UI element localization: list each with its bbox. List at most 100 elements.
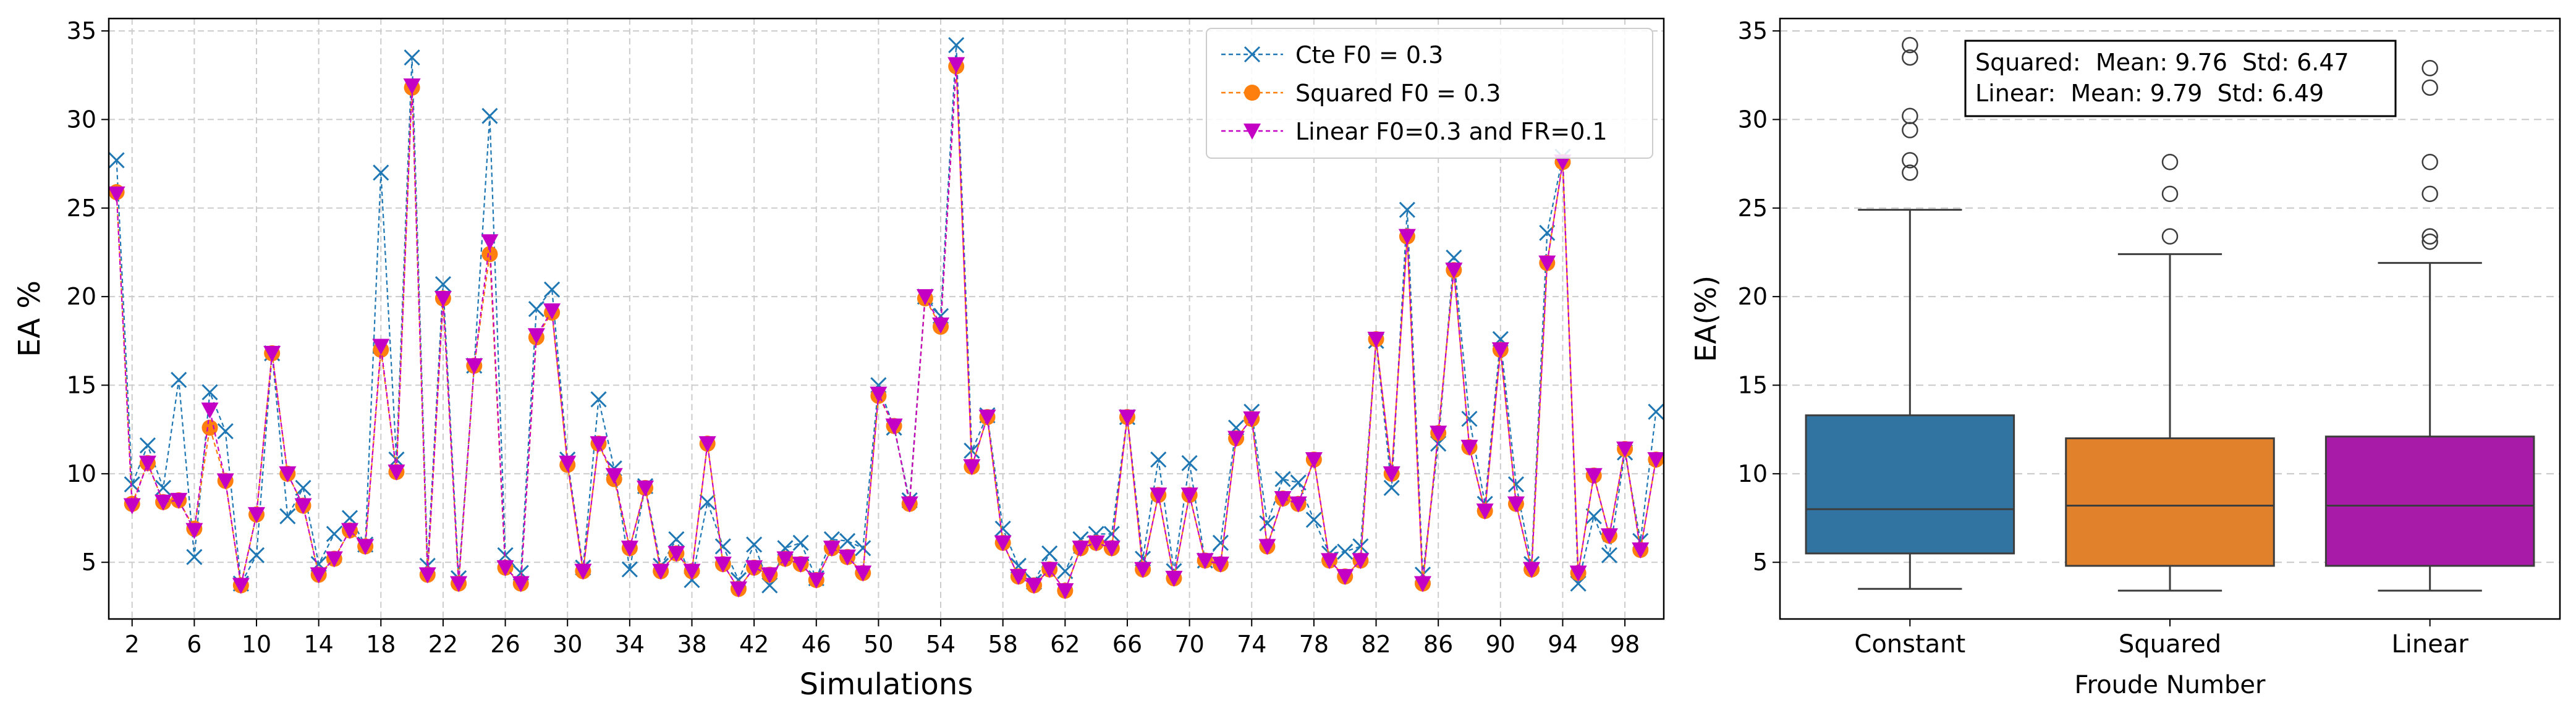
data-point: [325, 551, 343, 568]
line-chart-legend: Cte F0 = 0.3 Squared F0 = 0.3 Linear F0=…: [1206, 28, 1653, 159]
y-tick-label: 5: [82, 549, 96, 576]
x-tick-label: 38: [677, 631, 706, 658]
data-point: [1258, 539, 1276, 555]
line-chart-series: [108, 36, 1665, 600]
data-point: [776, 551, 794, 568]
data-point: [481, 246, 498, 263]
data-point: [1460, 439, 1478, 456]
data-point: [839, 549, 857, 566]
y-tick-label: 20: [67, 283, 96, 310]
outlier-point: [2421, 153, 2438, 170]
x-tick-label: 90: [1486, 631, 1515, 658]
data-point: [108, 152, 125, 169]
y-tick-label: 35: [67, 17, 96, 44]
data-point: [418, 567, 436, 584]
data-point: [807, 572, 825, 589]
outlier-point: [2161, 185, 2179, 203]
box-iqr: [1805, 414, 2015, 555]
data-point: [201, 384, 218, 401]
outlier-point: [1902, 49, 1918, 66]
data-point: [978, 410, 996, 426]
line-chart-y-ticks: 5 10 15 20 25 30 35: [67, 17, 109, 576]
y-tick-label: 30: [1738, 106, 1768, 133]
box-iqr: [2324, 436, 2535, 567]
box-plot-y-ticks: 5 10 15 20 25 30 35: [1738, 17, 1780, 576]
data-point: [932, 318, 950, 334]
x-tick-label: 82: [1361, 631, 1391, 658]
data-point: [434, 291, 452, 308]
data-point: [1336, 569, 1354, 586]
data-point: [1290, 474, 1307, 491]
data-point: [155, 494, 172, 511]
data-point: [916, 289, 934, 306]
data-point: [1523, 562, 1541, 578]
data-point: [714, 557, 732, 573]
data-point: [185, 523, 203, 539]
legend-label-squared: Squared F0 = 0.3: [1295, 80, 1501, 107]
x-tick-label: 22: [428, 631, 458, 658]
data-point: [885, 418, 903, 435]
outlier-point: [2161, 228, 2179, 245]
data-point: [698, 436, 716, 453]
data-point: [1134, 562, 1152, 578]
data-point: [839, 532, 856, 549]
legend-marker-squared: [1244, 85, 1260, 101]
data-point: [248, 507, 266, 523]
data-point: [1009, 569, 1027, 586]
y-tick-label: 10: [1738, 460, 1768, 487]
x-tick-label: Constant: [1854, 630, 1965, 659]
data-point: [823, 541, 841, 557]
box-plot-boxes: [1805, 36, 2535, 592]
x-tick-label: 50: [863, 631, 893, 658]
data-point: [1103, 541, 1121, 557]
x-tick-label: 62: [1050, 631, 1080, 658]
legend-marker-linear: [1244, 124, 1261, 140]
data-point: [434, 276, 452, 293]
data-point: [1616, 441, 1634, 458]
data-point: [621, 541, 638, 557]
data-point: [1383, 466, 1400, 482]
data-point: [900, 496, 918, 513]
data-point: [1399, 201, 1415, 218]
x-tick-label: 14: [303, 631, 333, 658]
line-chart-y-label: EA %: [12, 280, 47, 357]
data-point: [1196, 553, 1214, 570]
data-point: [792, 534, 809, 551]
x-tick-label: Squared: [2119, 630, 2221, 659]
data-point: [404, 49, 420, 66]
data-point: [138, 455, 156, 472]
x-tick-label: 30: [553, 631, 582, 658]
data-point: [1321, 553, 1339, 570]
data-point: [667, 545, 685, 562]
data-point: [1259, 515, 1276, 532]
outlier-point: [1902, 152, 1918, 169]
x-tick-label: 70: [1174, 631, 1204, 658]
outlier-point: [2421, 79, 2438, 96]
series-2: [108, 57, 1665, 600]
data-point: [465, 358, 483, 374]
data-point: [1212, 534, 1229, 551]
y-tick-label: 20: [1738, 283, 1768, 310]
data-point: [1538, 255, 1556, 272]
x-tick-label: 18: [366, 631, 396, 658]
box-plot-panel: Constant Squared Linear 5 10 15 20 25 30 35 Frou…: [1689, 17, 2561, 699]
data-point: [1585, 508, 1602, 524]
data-point: [559, 455, 577, 472]
box-constant: [1805, 36, 2015, 590]
x-tick-label: 2: [125, 631, 140, 658]
stats-annotation: Squared: Mean: 9.76 Std: 6.47 Linear: Me…: [1964, 40, 2397, 117]
data-point: [1227, 431, 1245, 447]
y-tick-label: 30: [67, 106, 96, 133]
x-tick-label: 46: [802, 631, 831, 658]
data-point: [248, 547, 265, 563]
box-plot-y-label: EA(%): [1689, 276, 1722, 362]
x-tick-label: 26: [490, 631, 520, 658]
data-point: [1181, 455, 1198, 471]
data-point: [450, 576, 468, 592]
x-tick-label: 42: [739, 631, 769, 658]
data-point: [1150, 451, 1167, 468]
data-point: [403, 78, 421, 95]
x-tick-label: 6: [187, 631, 201, 658]
box-plot-x-label: Froude Number: [2075, 671, 2266, 699]
